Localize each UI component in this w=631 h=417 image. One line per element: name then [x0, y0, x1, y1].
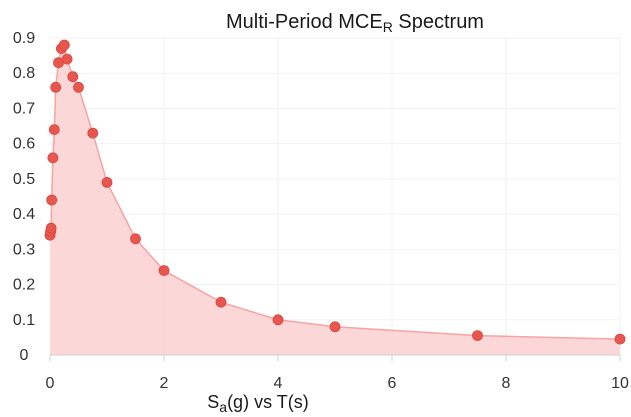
data-point [216, 297, 226, 307]
data-point [88, 128, 98, 138]
data-point [47, 195, 57, 205]
chart-title: Multi-Period MCER Spectrum [226, 11, 484, 35]
chart-title-subscript: R [383, 19, 393, 35]
data-point [49, 125, 59, 135]
data-point [62, 54, 72, 64]
y-tick-label: 0.6 [13, 136, 35, 153]
data-point [473, 331, 483, 341]
data-point [59, 40, 69, 50]
x-tick-label: 0 [46, 375, 55, 392]
x-axis-title-s: S [207, 392, 219, 412]
y-tick-label: 0.3 [13, 241, 35, 258]
data-point [159, 266, 169, 276]
x-axis-title: Sa(g) vs T(s) [207, 392, 308, 415]
chart-title-tail: Spectrum [393, 11, 484, 33]
y-tick-label: 0 [20, 347, 29, 364]
y-tick-label: 0.4 [13, 206, 35, 223]
data-point [68, 72, 78, 82]
x-axis-title-subscript: a [219, 399, 227, 415]
x-tick-label: 10 [611, 375, 629, 392]
x-tick-label: 8 [502, 375, 511, 392]
data-point [74, 82, 84, 92]
data-point [273, 315, 283, 325]
x-tick-label: 6 [388, 375, 397, 392]
axes [50, 355, 620, 361]
data-point [48, 153, 58, 163]
data-point [615, 334, 625, 344]
y-tick-label: 0.5 [13, 171, 35, 188]
y-tick-label: 0.2 [13, 277, 35, 294]
x-axis-title-rest: (g) vs T(s) [227, 392, 309, 412]
y-tick-label: 0.7 [13, 100, 35, 117]
chart-title-main: Multi-Period MCE [226, 11, 383, 33]
data-point [102, 177, 112, 187]
y-tick-label: 0.8 [13, 65, 35, 82]
y-tick-label: 0.9 [13, 30, 35, 47]
data-point [131, 234, 141, 244]
area-fill [50, 45, 620, 355]
area-fill-shape [50, 45, 620, 355]
data-point [51, 82, 61, 92]
data-point [330, 322, 340, 332]
x-tick-label: 2 [160, 375, 169, 392]
y-tick-label: 0.1 [13, 312, 35, 329]
x-tick-label: 4 [274, 375, 283, 392]
data-point [46, 223, 56, 233]
